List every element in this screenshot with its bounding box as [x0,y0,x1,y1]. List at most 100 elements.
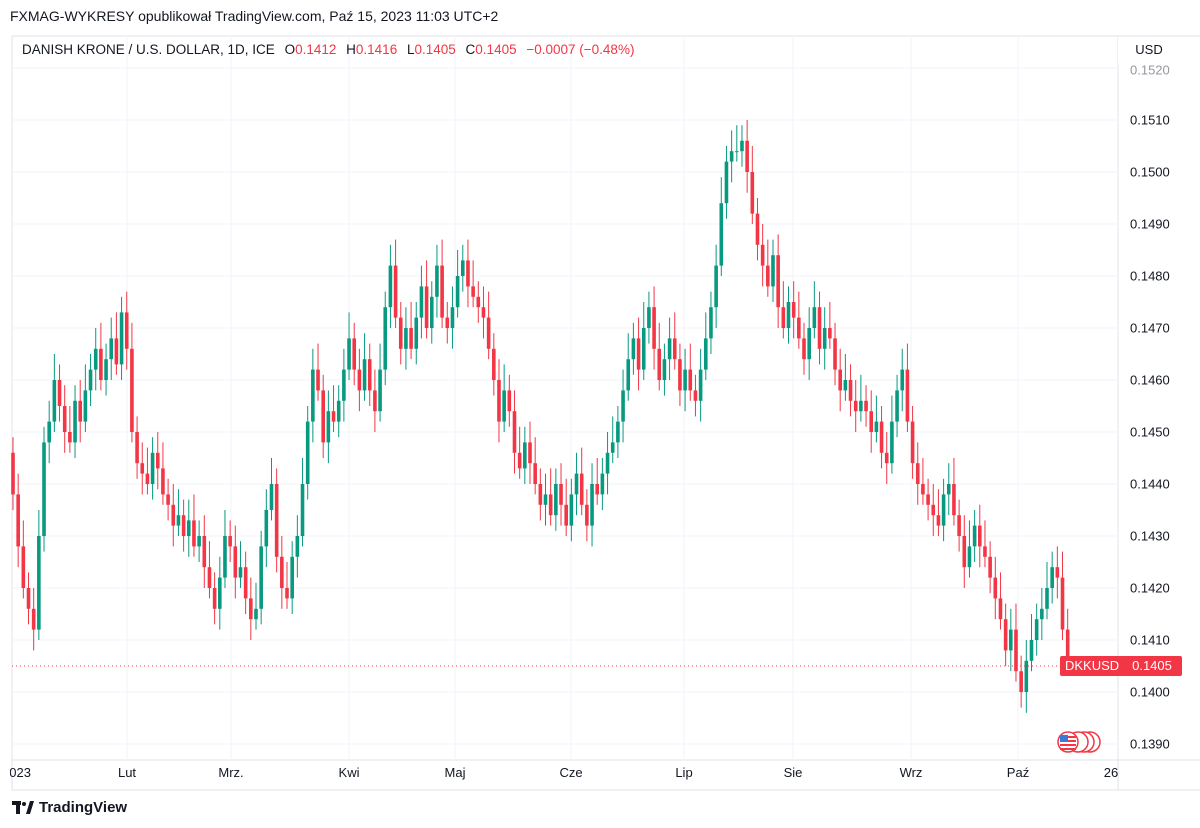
candle-up [1034,619,1039,640]
candle-up [941,494,946,526]
candle-down [848,380,853,401]
candle-down [817,307,822,349]
y-tick-label: 0.1400 [1130,684,1170,700]
candle-down [68,432,72,443]
candle-down [864,400,868,412]
candle-up [719,203,724,266]
x-tick-label: Wrz [899,765,923,780]
candle-down [393,265,398,318]
candle-up [290,556,294,599]
candle-down [693,390,698,401]
candle-up [709,307,713,339]
candle-down [497,380,501,422]
candle-down [192,520,196,547]
candle-down [11,452,15,495]
candle-down [166,494,170,505]
candle-down [280,556,284,588]
candle-up [238,567,243,578]
candle-down [357,369,362,391]
symbol-price-tag: DKKUSD [1060,656,1125,676]
candle-up [1009,629,1013,651]
candle-up [435,265,439,297]
candle-down [884,452,889,464]
candle-down [983,546,987,557]
candle-down [791,302,796,318]
candle-down [481,307,486,318]
candle-up [502,390,506,422]
currency-button[interactable]: USD [1118,37,1180,63]
x-tick-label: 2023 [2,765,31,780]
candle-up [641,328,646,370]
candle-down [155,452,160,469]
candle-down [533,463,537,484]
candle-up [197,536,201,547]
candle-down [373,390,377,412]
candle-down [579,473,584,505]
y-tick-label: 0.1510 [1130,112,1170,128]
us-flag-icon[interactable] [1054,730,1104,754]
candle-up [218,577,222,609]
candle-up [740,140,744,152]
candle-up [807,328,811,360]
candle-up [88,369,93,391]
candle-up [378,369,382,412]
high-value: 0.1416 [355,42,398,57]
candle-up [455,276,460,308]
candle-down [471,286,475,297]
candle-down [678,359,682,391]
change-value: −0.0007 (−0.48%) [526,42,635,57]
candle-down [207,567,212,588]
instrument-title: DANISH KRONE / U.S. DOLLAR, 1D, ICE [22,42,275,57]
candle-down [585,504,589,526]
candle-down [998,598,1003,620]
candle-up [786,302,791,328]
candle-up [104,359,108,380]
candle-up [305,421,310,484]
candle-down [977,525,982,547]
tradingview-logo[interactable]: TradingView [12,799,127,816]
last-price-tag: 0.1405 [1122,656,1182,676]
candle-up [667,338,672,360]
candle-down [181,515,186,536]
candle-down [517,452,522,469]
candle-down [114,338,119,365]
candle-down [424,286,429,328]
candle-down [636,338,641,370]
candle-down [528,442,532,464]
low-value: 0.1405 [414,42,456,57]
candle-down [78,400,83,422]
candle-down [755,213,760,245]
candle-down [130,348,134,432]
candle-up [119,312,124,365]
candle-up [47,421,51,443]
candle-up [254,608,258,620]
candle-up [450,307,455,328]
candle-down [26,588,31,609]
candle-up [735,151,739,153]
candle-up [52,380,57,422]
candle-down [853,400,858,412]
candle-up [83,390,88,422]
candle-up [150,452,155,484]
candle-down [57,380,62,406]
candle-down [21,546,26,588]
candle-down [233,546,238,578]
candle-down [993,577,998,599]
candle-down [321,390,325,443]
candle-up [1040,608,1044,620]
y-tick-label: 0.1460 [1130,372,1170,388]
chart-legend: DANISH KRONE / U.S. DOLLAR, 1D, ICE O0.1… [22,42,634,57]
candle-down [745,140,749,172]
y-tick-label: 0.1450 [1130,424,1170,440]
candle-down [171,504,176,526]
candle-up [729,151,734,162]
candle-up [972,525,977,547]
candle-down [957,515,961,536]
candle-down [926,494,930,505]
candle-down [466,260,470,287]
candle-down [838,369,842,391]
candle-down [538,484,543,505]
candle-down [988,556,992,578]
candle-down [99,348,103,380]
